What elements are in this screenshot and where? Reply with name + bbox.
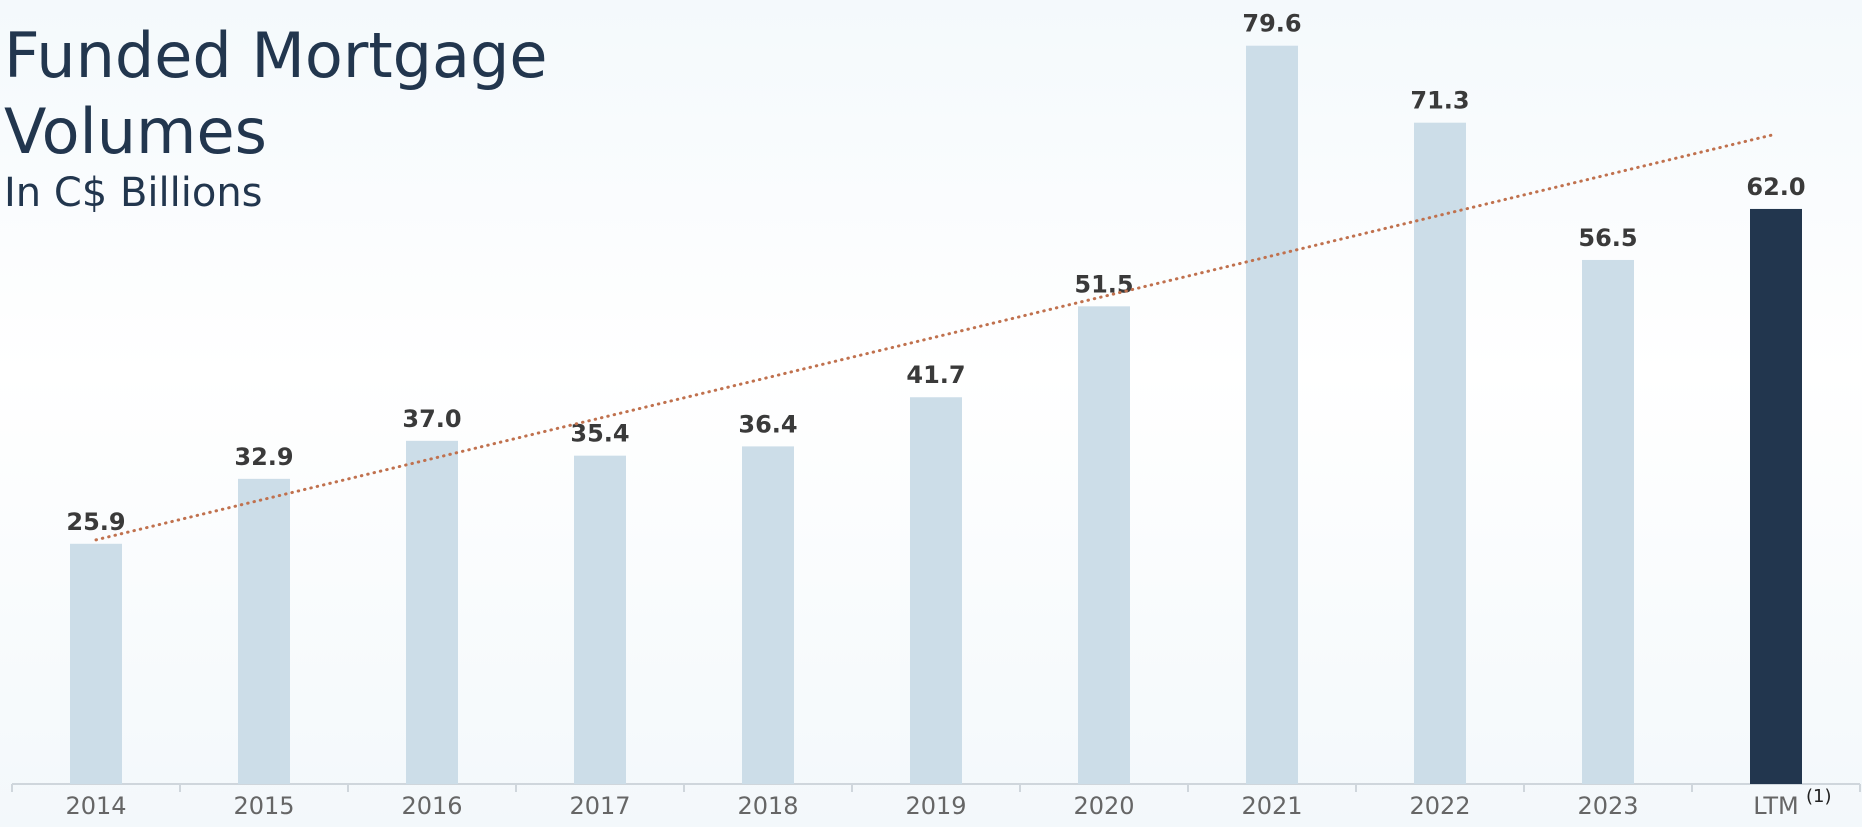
value-label: 56.5 (1578, 224, 1637, 252)
bar (574, 455, 626, 784)
bar (1414, 122, 1466, 784)
trend-line (94, 132, 1778, 542)
value-label: 62.0 (1746, 173, 1805, 201)
x-tick-label: 2016 (401, 792, 462, 820)
value-label: 25.9 (66, 508, 125, 536)
bar (1246, 45, 1298, 784)
value-label: 37.0 (402, 405, 461, 433)
chart-title: Funded Mortgage Volumes (4, 19, 548, 168)
bar (742, 446, 794, 784)
value-label: 79.6 (1242, 10, 1301, 38)
x-tick-label: LTM (1753, 792, 1798, 820)
bar (1750, 208, 1802, 784)
value-label: 51.5 (1074, 270, 1133, 298)
footnote-marker: (1) (1806, 786, 1832, 807)
x-tick-label: 2018 (737, 792, 798, 820)
x-tick-label: 2023 (1577, 792, 1638, 820)
x-tick-label: 2014 (65, 792, 126, 820)
bar (70, 543, 122, 784)
chart-subtitle: In C$ Billions (4, 170, 263, 216)
value-label: 36.4 (738, 410, 797, 438)
x-tick-label: 2015 (233, 792, 294, 820)
bar (910, 397, 962, 784)
value-label: 71.3 (1410, 87, 1469, 115)
bar (406, 440, 458, 784)
bar (238, 478, 290, 784)
value-label: 41.7 (906, 361, 965, 389)
bar (1078, 306, 1130, 784)
x-tick-label: 2020 (1073, 792, 1134, 820)
x-tick-label: 2021 (1241, 792, 1302, 820)
bar (1582, 259, 1634, 784)
value-label: 32.9 (234, 443, 293, 471)
value-label: 35.4 (570, 420, 629, 448)
x-tick-label: 2019 (905, 792, 966, 820)
x-tick-label: 2017 (569, 792, 630, 820)
x-tick-label: 2022 (1409, 792, 1470, 820)
